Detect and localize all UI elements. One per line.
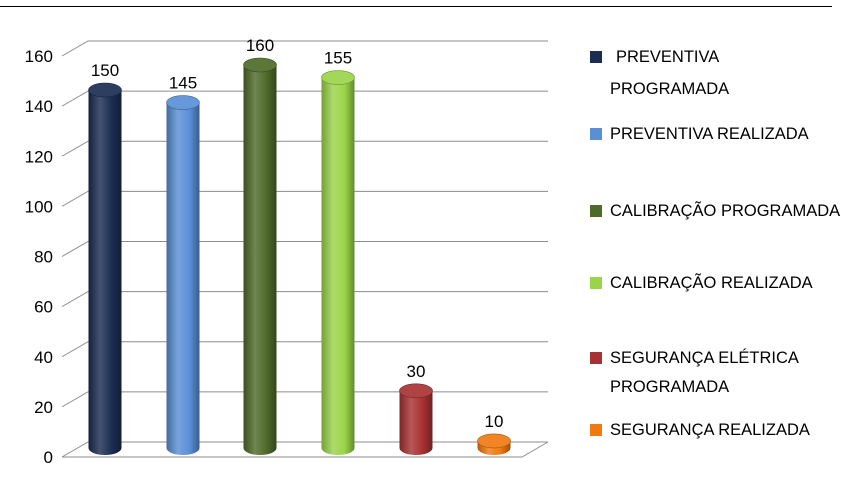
legend-label: CALIBRAÇÃO REALIZADA: [610, 274, 813, 292]
bar: [166, 95, 200, 455]
legend-swatch: [590, 352, 602, 364]
gridline: [61, 441, 548, 458]
legend-swatch: [590, 51, 602, 63]
legend-label: SEGURANÇA REALIZADA: [610, 421, 810, 439]
legend-swatch: [590, 424, 602, 436]
bars: [88, 57, 511, 455]
y-tick-label: 100: [25, 197, 53, 216]
legend-label-line2: PROGRAMADA: [610, 378, 730, 396]
gridlines: [61, 40, 549, 458]
legend-swatch: [590, 128, 602, 140]
legend: PREVENTIVA PROGRAMADA PREVENTIVA REALIZA…: [590, 0, 841, 487]
y-tick-label: 160: [25, 47, 53, 66]
gridline: [61, 241, 548, 257]
data-labels: 150 145 160 155 30 10: [91, 36, 504, 431]
top-rule: [0, 6, 832, 7]
floor-line: [62, 441, 549, 458]
y-tick-label: 60: [34, 298, 53, 317]
bar: [88, 82, 122, 455]
gridline: [61, 90, 548, 107]
y-tick-label: 120: [25, 147, 53, 166]
y-tick-label: 140: [25, 97, 53, 116]
data-label: 160: [246, 36, 274, 55]
data-label: 150: [91, 61, 119, 80]
y-tick-label: 20: [34, 398, 53, 417]
bar-chart: 0 20 40 60 80 100 120 140 160 150 145 160 155 30 10: [25, 36, 549, 467]
data-label: 10: [485, 412, 504, 431]
gridline: [61, 341, 548, 358]
y-tick-label: 80: [34, 248, 53, 267]
data-label: 155: [324, 49, 352, 68]
bar: [243, 57, 277, 455]
gridline: [61, 190, 548, 207]
legend-label: CALIBRAÇÃO PROGRAMADA: [610, 202, 841, 220]
gridline: [61, 291, 548, 308]
bar: [321, 70, 355, 455]
gridline: [61, 140, 548, 157]
bar: [399, 383, 433, 455]
legend-label: PREVENTIVA REALIZADA: [610, 125, 809, 143]
y-tick-label: 40: [34, 348, 53, 367]
data-label: 145: [169, 74, 197, 93]
legend-label-line2: PROGRAMADA: [610, 80, 730, 98]
legend-swatch: [590, 277, 602, 289]
gridline: [61, 40, 548, 57]
legend-label: PREVENTIVA: [616, 48, 720, 66]
y-axis-ticks: 0 20 40 60 80 100 120 140 160: [25, 47, 53, 467]
legend-swatch: [590, 205, 602, 217]
y-tick-label: 0: [44, 448, 53, 467]
data-label: 30: [407, 362, 426, 381]
legend-label: SEGURANÇA ELÉTRICA: [610, 349, 799, 367]
gridline: [61, 391, 548, 408]
bar: [477, 433, 511, 455]
